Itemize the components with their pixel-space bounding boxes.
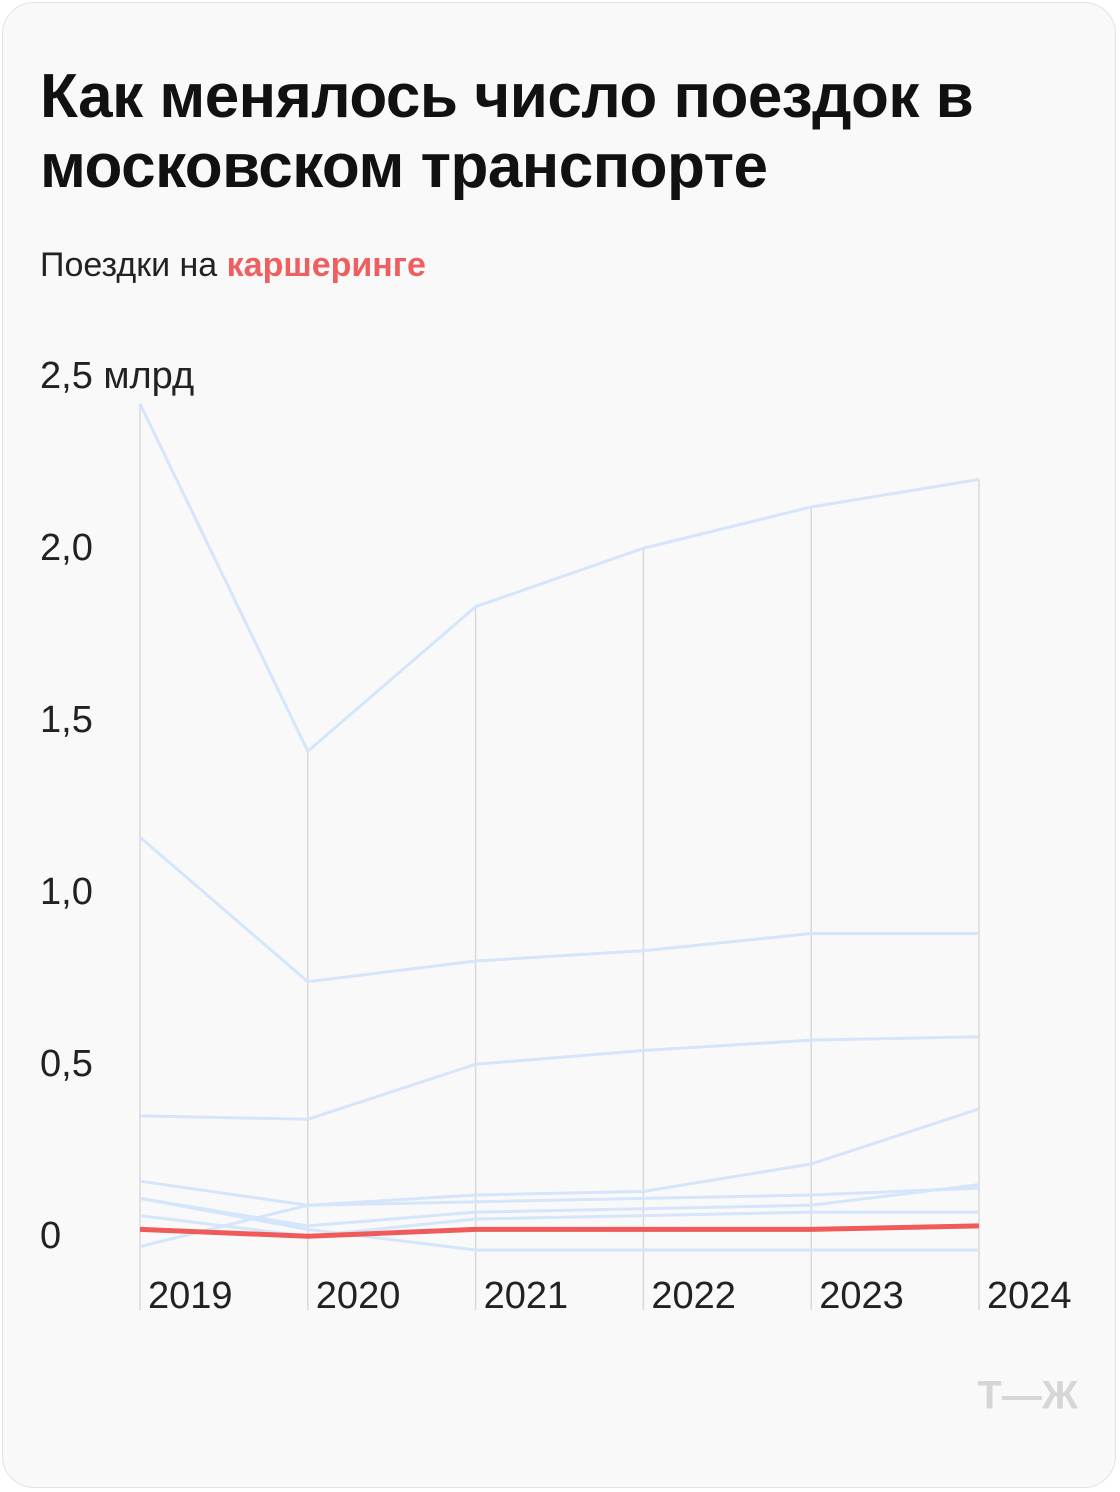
x-tick-label: 2024 — [987, 1275, 1072, 1317]
y-tick-label: 1,5 — [40, 699, 93, 741]
x-tick-label: 2019 — [148, 1275, 233, 1317]
y-tick-label: 0 — [40, 1215, 61, 1257]
series-line — [139, 1183, 980, 1228]
chart-title: Как менялось число поездок в московском … — [40, 62, 974, 201]
series-line — [139, 1186, 980, 1249]
x-tick-label: 2021 — [484, 1275, 569, 1317]
logo: Т—Ж — [977, 1374, 1078, 1418]
subtitle: Поездки на каршеринге — [40, 246, 426, 285]
y-tick-label: 2,0 — [40, 527, 93, 569]
x-tick-label: 2022 — [651, 1275, 736, 1317]
series-line — [139, 836, 979, 984]
series-line — [138, 403, 980, 753]
y-tick-label: 1,0 — [40, 871, 93, 913]
y-tick-label: 2,5 млрд — [40, 355, 194, 397]
y-tick-label: 0,5 — [40, 1043, 93, 1085]
legend-highlight: каршеринге — [226, 246, 426, 284]
series-line — [139, 1107, 980, 1207]
x-tick-label: 2020 — [316, 1275, 401, 1317]
highlight-line — [139, 1223, 980, 1239]
x-tick-label: 2023 — [819, 1275, 904, 1317]
series-line — [139, 1035, 980, 1121]
series-line — [139, 1196, 979, 1252]
subtitle-text: Поездки на — [40, 246, 218, 284]
